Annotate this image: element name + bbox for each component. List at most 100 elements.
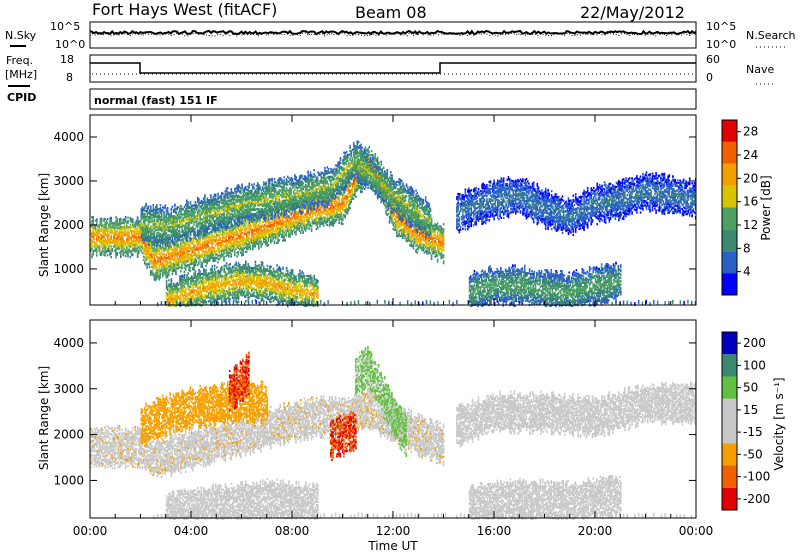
range-gate-cell (126, 246, 128, 248)
range-gate-cell (96, 218, 98, 220)
range-gate-cell (137, 256, 139, 258)
range-gate-cell (92, 230, 94, 232)
range-gate-cell (120, 220, 122, 222)
range-gate-cell (211, 233, 213, 235)
range-gate-cell (120, 256, 122, 258)
range-gate-cell (293, 219, 295, 221)
range-gate-cell (323, 225, 325, 227)
range-gate-cell (265, 239, 267, 241)
range-gate-cell (258, 244, 260, 246)
range-gate-cell (138, 250, 140, 252)
range-gate-cell (137, 227, 139, 229)
range-gate-cell (124, 246, 126, 248)
range-gate-cell (127, 220, 129, 222)
range-gate-cell (162, 262, 164, 264)
range-gate-cell (108, 234, 110, 236)
range-gate-cell (92, 216, 94, 218)
range-gate-cell (227, 230, 229, 232)
range-gate-cell (176, 249, 178, 251)
range-gate-cell (187, 260, 189, 262)
range-gate-cell (241, 232, 243, 234)
range-gate-cell (230, 255, 232, 257)
range-gate-cell (108, 248, 110, 250)
range-gate-cell (137, 216, 139, 218)
range-gate-cell (184, 271, 186, 273)
nave-tick-top: 60 (706, 53, 720, 66)
range-gate-cell (110, 235, 112, 237)
range-gate-cell (238, 251, 240, 253)
date-label: 22/May/2012 (580, 3, 685, 22)
range-gate-cell (160, 273, 162, 275)
range-gate-cell (199, 259, 201, 261)
range-gate-cell (334, 211, 336, 213)
range-gate-cell (127, 217, 129, 219)
range-gate-cell (138, 252, 140, 254)
range-gate-cell (120, 218, 122, 220)
range-gate-cell (179, 263, 181, 265)
range-gate-cell (233, 248, 235, 250)
range-gate-cell (292, 233, 294, 235)
range-gate-cell (104, 254, 106, 256)
noise-right-tick-top: 10^5 (706, 20, 736, 33)
range-gate-cell (125, 218, 127, 220)
range-gate-cell (130, 224, 132, 226)
range-gate-cell (100, 248, 102, 250)
range-gate-cell (228, 254, 230, 256)
range-gate-cell (193, 240, 195, 242)
range-gate-cell (238, 253, 240, 255)
range-gate-cell (250, 245, 252, 247)
range-gate-cell (301, 218, 303, 220)
range-gate-cell (242, 254, 244, 256)
range-gate-cell (326, 224, 328, 226)
range-gate-cell (161, 256, 163, 258)
range-gate-cell (260, 246, 262, 248)
power-panel: 1000200030004000 Slant Range [km] (37, 115, 697, 307)
range-gate-cell (326, 221, 328, 223)
range-gate-cell (320, 215, 322, 217)
range-gate-cell (96, 220, 98, 222)
range-gate-cell (252, 248, 254, 250)
range-gate-cell (289, 236, 291, 238)
range-gate-cell (128, 232, 130, 234)
range-gate-cell (194, 264, 196, 266)
range-gate-cell (241, 228, 243, 230)
range-gate-cell (143, 259, 145, 261)
range-gate-cell (110, 252, 112, 254)
range-gate-cell (168, 274, 170, 276)
range-gate-cell (168, 271, 170, 273)
range-gate-cell (116, 230, 118, 232)
range-gate-cell (156, 254, 158, 256)
range-gate-cell (97, 234, 99, 236)
range-gate-cell (132, 218, 134, 220)
cpid-mode-text: normal (fast) 151 IF (94, 94, 218, 107)
range-gate-cell (188, 250, 190, 252)
range-gate-cell (245, 225, 247, 227)
range-gate-cell (146, 266, 148, 268)
range-gate-cell (246, 222, 248, 224)
range-gate-cell (222, 247, 224, 249)
noise-left-label: N.Sky (5, 29, 37, 42)
range-gate-cell (212, 254, 214, 256)
range-gate-cell (329, 219, 331, 221)
range-gate-cell (107, 218, 109, 220)
range-gate-cell (193, 269, 195, 271)
range-gate-cell (92, 254, 94, 256)
range-gate-cell (112, 248, 114, 250)
range-gate-cell (246, 251, 248, 253)
cpid-panel: CPID normal (fast) 151 IF (7, 89, 696, 109)
range-gate-cell (306, 226, 308, 228)
range-gate-cell (192, 242, 194, 244)
range-gate-cell (271, 240, 273, 242)
range-gate-cell (160, 276, 162, 278)
range-gate-cell (295, 233, 297, 235)
range-gate-cell (96, 250, 98, 252)
range-gate-cell (96, 243, 98, 245)
range-gate-cell (137, 243, 139, 245)
range-gate-cell (157, 263, 159, 265)
range-gate-cell (205, 265, 207, 267)
cpid-label: CPID (7, 91, 36, 104)
range-gate-cell (108, 246, 110, 248)
station-title: Fort Hays West (fitACF) (92, 0, 277, 19)
range-gate-cell (272, 227, 274, 229)
range-gate-cell (156, 267, 158, 269)
